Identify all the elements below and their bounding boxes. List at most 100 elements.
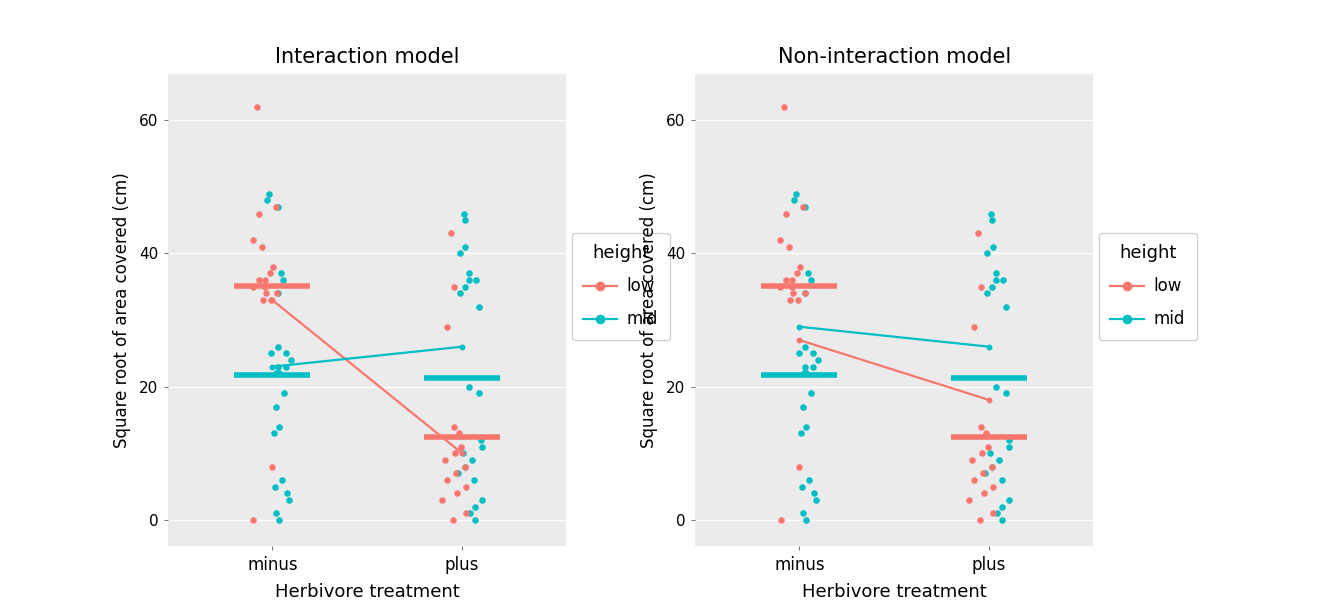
Point	[251, 242, 273, 252]
Point	[789, 462, 810, 472]
Point	[263, 429, 285, 438]
Point	[981, 462, 1003, 472]
Point	[985, 275, 1007, 285]
Point	[999, 495, 1020, 505]
Point	[280, 355, 301, 365]
Point	[793, 508, 814, 518]
Point	[465, 275, 487, 285]
Legend: low, mid: low, mid	[1099, 233, 1198, 340]
Point	[454, 282, 476, 292]
Y-axis label: Square root of area covered (cm): Square root of area covered (cm)	[640, 172, 657, 448]
Point	[770, 282, 792, 292]
Point	[970, 422, 992, 432]
X-axis label: Herbivore treatment: Herbivore treatment	[274, 583, 460, 600]
Legend: low, mid: low, mid	[571, 233, 669, 340]
Point	[247, 275, 269, 285]
Point	[270, 268, 292, 278]
Point	[454, 216, 476, 225]
Point	[981, 209, 1003, 219]
Point	[456, 481, 477, 491]
Point	[986, 508, 1008, 518]
Point	[454, 462, 476, 472]
Point	[450, 441, 472, 451]
Point	[794, 289, 816, 298]
Point	[276, 348, 297, 358]
Point	[259, 268, 281, 278]
Point	[249, 209, 270, 219]
Point	[253, 295, 274, 305]
Point	[464, 475, 485, 485]
Point	[449, 249, 470, 258]
Point	[982, 508, 1004, 518]
Point	[794, 202, 816, 212]
Point	[794, 362, 816, 371]
Point	[991, 475, 1012, 485]
Point	[265, 202, 286, 212]
Point	[445, 448, 466, 458]
Point	[261, 348, 282, 358]
Y-axis label: Square root of area covered (cm): Square root of area covered (cm)	[113, 172, 130, 448]
Point	[793, 368, 814, 378]
Point	[997, 435, 1019, 445]
Point	[995, 302, 1016, 312]
Point	[242, 235, 263, 245]
Point	[258, 188, 280, 198]
Point	[468, 389, 489, 398]
Point	[992, 275, 1013, 285]
Point	[449, 289, 470, 298]
Point	[978, 448, 1000, 458]
Point	[277, 488, 298, 498]
Point	[985, 382, 1007, 392]
Point	[961, 455, 982, 465]
Point	[974, 468, 996, 478]
Point	[243, 515, 265, 525]
Point	[265, 402, 286, 411]
Point	[798, 475, 820, 485]
Point	[435, 322, 457, 332]
Point	[444, 282, 465, 292]
Point	[981, 282, 1003, 292]
Point	[782, 289, 804, 298]
Point	[464, 502, 485, 511]
Point	[792, 202, 813, 212]
Point	[982, 481, 1004, 491]
Point	[267, 342, 289, 352]
Point	[978, 395, 1000, 405]
Point	[465, 515, 487, 525]
Point	[982, 242, 1004, 252]
Point	[985, 268, 1007, 278]
Point	[792, 481, 813, 491]
Point	[273, 389, 294, 398]
Point	[269, 515, 290, 525]
Point	[976, 249, 997, 258]
Point	[267, 368, 289, 378]
Point	[770, 235, 792, 245]
Point	[458, 275, 480, 285]
Point	[243, 282, 265, 292]
Point	[461, 455, 482, 465]
Point	[267, 422, 289, 432]
Point	[976, 289, 997, 298]
Point	[255, 289, 277, 298]
Point	[793, 402, 814, 411]
Point	[262, 462, 284, 472]
Point	[999, 441, 1020, 451]
Point	[441, 228, 462, 238]
Point	[781, 275, 802, 285]
Point	[796, 422, 817, 432]
Point	[460, 508, 481, 518]
Point	[445, 468, 466, 478]
Point	[444, 422, 465, 432]
Point	[786, 268, 808, 278]
Point	[470, 495, 492, 505]
Point	[789, 262, 810, 272]
Title: Interaction model: Interaction model	[276, 47, 460, 66]
Point	[453, 209, 474, 219]
Point	[805, 495, 827, 505]
Point	[981, 462, 1003, 472]
Point	[992, 515, 1013, 525]
Title: Non-interaction model: Non-interaction model	[778, 47, 1011, 66]
X-axis label: Herbivore treatment: Herbivore treatment	[802, 583, 986, 600]
Point	[969, 515, 991, 525]
Point	[278, 495, 300, 505]
